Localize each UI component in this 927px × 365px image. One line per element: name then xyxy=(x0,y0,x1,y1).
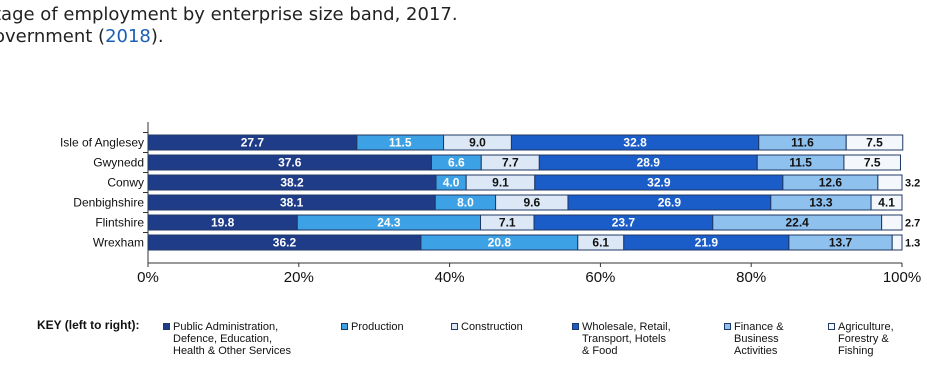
key-item: Production xyxy=(341,321,404,333)
data-label: 13.3 xyxy=(809,196,833,210)
x-tick-label: 80% xyxy=(736,269,766,286)
data-label: 21.9 xyxy=(695,236,719,250)
caption-source-prefix: overnment ( xyxy=(0,26,106,47)
key-swatch xyxy=(341,323,348,330)
category-label: Conwy xyxy=(107,176,144,190)
x-tick-label: 0% xyxy=(137,269,159,286)
data-label: 7.5 xyxy=(864,156,881,170)
key-item: Construction xyxy=(451,321,523,333)
data-label: 8.0 xyxy=(457,196,474,210)
data-label: 7.7 xyxy=(502,156,519,170)
data-label: 32.8 xyxy=(623,136,647,150)
bar-segment xyxy=(891,234,903,251)
data-label: 9.0 xyxy=(469,136,486,150)
data-label: 7.5 xyxy=(866,136,883,150)
key-swatch xyxy=(451,323,458,330)
key-item: Wholesale, Retail, Transport, Hotels & F… xyxy=(572,321,671,357)
key-swatch xyxy=(828,323,835,330)
key-item-label: Wholesale, Retail, Transport, Hotels & F… xyxy=(582,321,671,357)
data-label: 28.9 xyxy=(637,156,661,170)
data-label: 11.6 xyxy=(791,136,814,150)
bar-segment xyxy=(881,214,903,231)
data-label: 9.6 xyxy=(523,196,540,210)
data-label: 19.8 xyxy=(211,216,235,230)
data-label: 26.9 xyxy=(658,196,682,210)
key-item: Agriculture, Forestry & Fishing xyxy=(828,321,894,357)
data-label: 12.6 xyxy=(819,176,843,190)
category-label: Flintshire xyxy=(95,216,144,230)
data-label: 1.3 xyxy=(905,238,920,250)
key-item-label: Finance & Business Activities xyxy=(734,321,784,357)
key-item-label: Public Administration, Defence, Educatio… xyxy=(173,321,291,357)
x-tick-label: 100% xyxy=(883,269,921,286)
key-title: KEY (left to right): xyxy=(37,318,140,332)
x-tick-label: 60% xyxy=(585,269,615,286)
data-label: 11.5 xyxy=(789,156,812,170)
category-label: Wrexham xyxy=(93,236,144,250)
data-label: 20.8 xyxy=(488,236,512,250)
key-item: Finance & Business Activities xyxy=(724,321,784,357)
caption-source-link[interactable]: 2018 xyxy=(105,26,151,47)
bar-segment xyxy=(843,154,901,171)
data-label: 22.4 xyxy=(786,216,810,230)
key-item-label: Construction xyxy=(461,321,523,333)
bar-segment xyxy=(845,134,904,151)
data-label: 32.9 xyxy=(647,176,671,190)
bar-segment xyxy=(877,174,903,191)
data-label: 4.1 xyxy=(878,196,895,210)
key-item: Public Administration, Defence, Educatio… xyxy=(163,321,291,357)
x-tick-label: 20% xyxy=(284,269,314,286)
key-item-label: Agriculture, Forestry & Fishing xyxy=(838,321,894,357)
data-label: 11.5 xyxy=(389,136,412,150)
category-label: Isle of Anglesey xyxy=(60,136,144,150)
chart-caption-line1: tage of employment by enterprise size ba… xyxy=(0,4,458,25)
bar-segment xyxy=(870,194,903,211)
key-swatch xyxy=(724,323,731,330)
data-label: 3.2 xyxy=(905,178,920,190)
key-swatch xyxy=(163,323,170,330)
data-label: 37.6 xyxy=(278,156,302,170)
category-label: Denbighshire xyxy=(73,196,144,210)
data-label: 13.7 xyxy=(829,236,853,250)
data-label: 38.2 xyxy=(280,176,304,190)
chart-caption-line2: overnment (2018). xyxy=(0,26,164,48)
data-label: 27.7 xyxy=(241,136,265,150)
data-label: 36.2 xyxy=(273,236,297,250)
data-label: 24.3 xyxy=(377,216,401,230)
data-label: 6.6 xyxy=(448,156,465,170)
data-label: 2.7 xyxy=(905,218,920,230)
data-label: 7.1 xyxy=(499,216,516,230)
key-swatch xyxy=(572,323,579,330)
data-label: 6.1 xyxy=(592,236,609,250)
caption-source-suffix: ). xyxy=(150,26,164,47)
data-label: 38.1 xyxy=(280,196,304,210)
data-label: 23.7 xyxy=(612,216,636,230)
key-item-label: Production xyxy=(351,321,404,333)
category-label: Gwynedd xyxy=(93,156,144,170)
data-label: 9.1 xyxy=(492,176,509,190)
data-label: 4.0 xyxy=(443,176,460,190)
x-tick-label: 40% xyxy=(435,269,465,286)
